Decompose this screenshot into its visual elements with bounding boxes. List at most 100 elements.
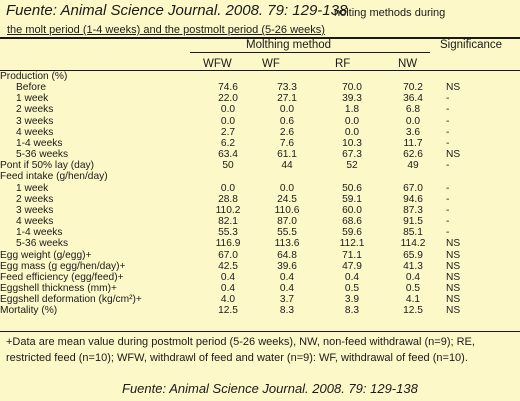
table-row: 1-4 weeks 55.3 55.5 59.6 85.1 - <box>0 227 520 238</box>
cell-wf: 113.6 <box>274 238 300 250</box>
cell-wf: 73.3 <box>277 82 297 94</box>
cell-rf: 10.3 <box>342 137 362 149</box>
column-header-rule <box>0 70 520 71</box>
table-row: 5-36 weeks 63.4 61.1 67.3 62.6 NS <box>0 149 520 160</box>
row-label: Pont if 50% lay (day) <box>0 160 94 172</box>
cell-wf: 64.8 <box>277 249 297 261</box>
cell-nw: 85.1 <box>403 227 423 239</box>
cell-wfw: 0.4 <box>220 282 236 294</box>
cell-wfw: 50 <box>222 160 234 172</box>
cell-wf: 3.7 <box>279 294 295 306</box>
cell-rf: 47.9 <box>342 260 362 272</box>
cell-significance: NS <box>446 149 461 161</box>
cell-wfw: 67.0 <box>218 249 238 261</box>
cell-nw: 91.5 <box>403 216 423 228</box>
table-row: 3 weeks 110.2 110.6 60.0 87.3 - <box>0 205 520 216</box>
cell-significance: NS <box>446 238 461 250</box>
row-label: Feed efficiency (egg/feed)+ <box>0 271 124 283</box>
source-citation-bottom: Fuente: Animal Science Journal. 2008. 79… <box>122 381 418 396</box>
table-row: 2 weeks 0.0 0.0 1.8 6.8 - <box>0 104 520 115</box>
cell-wf <box>250 71 324 82</box>
cell-significance: NS <box>446 271 461 283</box>
cell-wfw: 82.1 <box>218 216 238 228</box>
cell-significance <box>446 71 520 82</box>
table-row: 4 weeks 2.7 2.6 0.0 3.6 - <box>0 127 520 138</box>
cell-significance: NS <box>446 305 461 317</box>
cell-significance: - <box>446 182 450 194</box>
cell-significance: - <box>446 93 450 105</box>
cell-wfw: 4.0 <box>220 294 236 306</box>
cell-rf: 39.3 <box>342 93 362 105</box>
cell-significance: NS <box>446 294 461 306</box>
cell-rf: 59.1 <box>342 193 362 205</box>
table-row: 5-36 weeks 116.9 113.6 112.1 114.2 NS <box>0 238 520 249</box>
cell-wf: 0.0 <box>279 182 295 194</box>
table-row: Pont if 50% lay (day) 50 44 52 49 - <box>0 160 520 171</box>
cell-significance: NS <box>446 249 461 261</box>
cell-wfw: 6.2 <box>220 137 236 149</box>
cell-wfw: 42.5 <box>218 260 238 272</box>
cell-significance: - <box>446 137 450 149</box>
table-row: 3 weeks 0.0 0.6 0.0 0.0 - <box>0 116 520 127</box>
table-row: 1 week 0.0 0.0 50.6 67.0 - <box>0 183 520 194</box>
cell-rf: 0.0 <box>344 126 360 138</box>
cell-significance: - <box>446 193 450 205</box>
cell-nw: 87.3 <box>403 204 423 216</box>
row-label: 5-36 weeks <box>16 149 69 161</box>
table-row: 4 weeks 82.1 87.0 68.6 91.5 - <box>0 216 520 227</box>
cell-wf: 27.1 <box>277 93 297 105</box>
row-label: Eggshell deformation (kg/cm²)+ <box>0 294 142 306</box>
cell-nw: 62.6 <box>403 149 423 161</box>
cell-nw: 0.0 <box>405 115 421 127</box>
cell-nw: 0.4 <box>405 271 421 283</box>
cell-wf: 61.1 <box>277 149 297 161</box>
cell-wf: 2.6 <box>279 126 295 138</box>
table-row: Egg weight (g/egg)+ 67.0 64.8 71.1 65.9 NS <box>0 250 520 261</box>
cell-rf: 70.0 <box>342 82 362 94</box>
cell-nw: 41.3 <box>403 260 423 272</box>
row-label: 1 week <box>16 182 49 194</box>
cell-nw: 3.6 <box>405 126 421 138</box>
row-label: Feed intake (g/hen/day) <box>0 171 108 183</box>
cell-wf: 7.6 <box>279 137 295 149</box>
cell-significance: - <box>446 115 450 127</box>
cell-significance: - <box>446 160 450 172</box>
cell-wf: 8.3 <box>279 305 295 317</box>
cell-rf: 50.6 <box>342 182 362 194</box>
cell-rf: 60.0 <box>342 204 362 216</box>
cell-significance: NS <box>446 260 461 272</box>
cell-wfw: 0.0 <box>220 182 236 194</box>
cell-wf: 44 <box>281 160 293 172</box>
cell-significance: - <box>446 104 450 116</box>
cell-significance: - <box>446 204 450 216</box>
table-row: Production (%) <box>0 71 520 82</box>
cell-wf: 0.4 <box>279 271 295 283</box>
cell-nw: 11.7 <box>403 137 423 149</box>
cell-nw: 0.5 <box>405 282 421 294</box>
cell-wfw: 0.4 <box>220 271 236 283</box>
cell-significance: NS <box>446 82 461 94</box>
cell-rf: 3.9 <box>344 294 360 306</box>
source-citation-top: Fuente: Animal Science Journal. 2008. 79… <box>6 2 348 19</box>
cell-significance: - <box>446 216 450 228</box>
cell-significance: - <box>446 126 450 138</box>
cell-nw <box>380 71 446 82</box>
table-row: Egg mass (g egg/hen/day)+ 42.5 39.6 47.9 41.… <box>0 261 520 272</box>
row-label: 1-4 weeks <box>16 137 63 149</box>
cell-rf: 8.3 <box>344 305 360 317</box>
cell-wfw: 74.6 <box>218 82 238 94</box>
cell-nw: 65.9 <box>403 249 423 261</box>
cell-nw: 4.1 <box>405 294 421 306</box>
cell-nw: 12.5 <box>403 305 423 317</box>
cell-nw: 67.0 <box>403 182 423 194</box>
cell-rf <box>324 171 380 182</box>
row-label: Egg mass (g egg/hen/day)+ <box>0 260 126 272</box>
data-table: Production (%) Before 74.6 73.3 70.0 70.2 NS 1 … <box>0 71 520 316</box>
cell-wfw: 2.7 <box>220 126 236 138</box>
table-row: Eggshell deformation (kg/cm²)+ 4.0 3.7 3.9 4… <box>0 294 520 305</box>
row-label: 1 week <box>16 93 49 105</box>
group-header: Molthing method <box>246 39 332 51</box>
row-label: Mortality (%) <box>0 305 58 317</box>
cell-wf: 87.0 <box>277 216 297 228</box>
cell-wf: 0.4 <box>279 282 295 294</box>
